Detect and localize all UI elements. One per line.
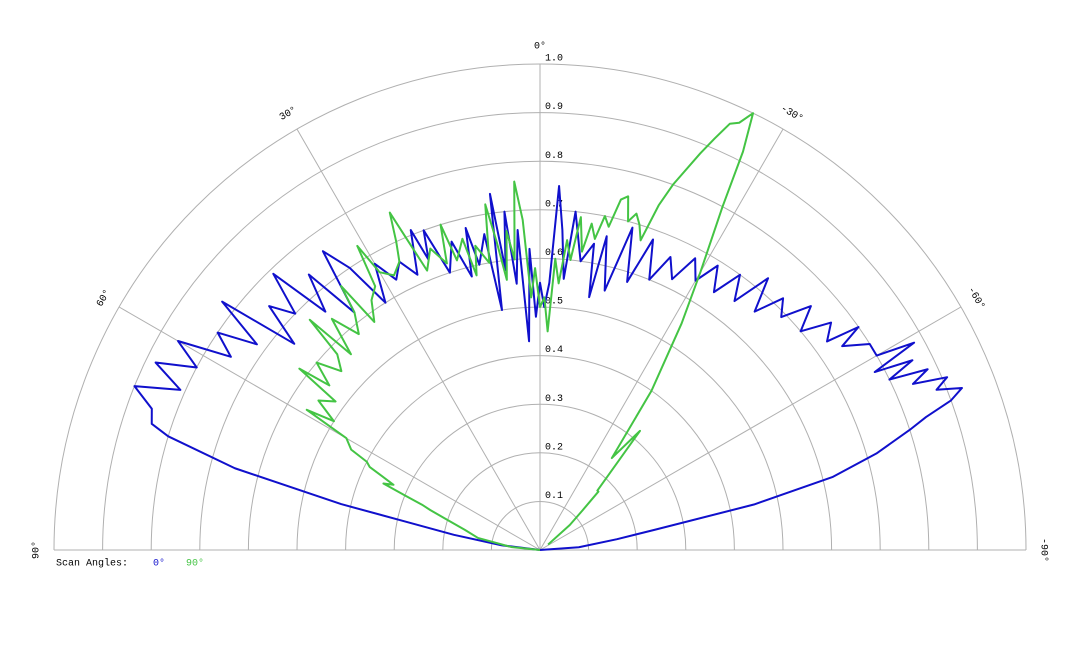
r-tick-label: 1.0 — [545, 54, 563, 65]
r-tick-label: 0.1 — [545, 491, 563, 502]
angle-tick-label: 60° — [94, 288, 113, 310]
angle-tick-label: -60° — [965, 285, 987, 312]
r-tick-label: 0.4 — [545, 345, 563, 356]
r-tick-label: 0.3 — [545, 394, 563, 405]
legend-entry: 90° — [186, 558, 204, 570]
r-tick-label: 0.6 — [545, 248, 563, 259]
grid-spoke — [539, 128, 784, 551]
angle-tick-label: 90° — [31, 541, 43, 559]
r-tick-label: 0.5 — [545, 297, 563, 308]
angle-tick-label: -30° — [778, 103, 805, 125]
r-tick-label: 0.2 — [545, 442, 563, 453]
series-line — [133, 185, 963, 551]
r-tick-label: 0.8 — [545, 151, 563, 162]
legend-title: Scan Angles: — [56, 558, 128, 570]
r-tick-label: 0.9 — [545, 102, 563, 113]
grid-spoke — [539, 306, 962, 551]
r-tick-label: 0.7 — [545, 199, 563, 210]
angle-tick-label: -90° — [1037, 538, 1049, 562]
angle-tick-label: 0° — [534, 41, 546, 53]
angle-tick-label: 30° — [278, 104, 300, 123]
legend-entry: 0° — [153, 558, 165, 570]
grid-spoke — [118, 306, 541, 551]
grid-spoke — [296, 128, 541, 551]
series-line — [298, 112, 755, 551]
